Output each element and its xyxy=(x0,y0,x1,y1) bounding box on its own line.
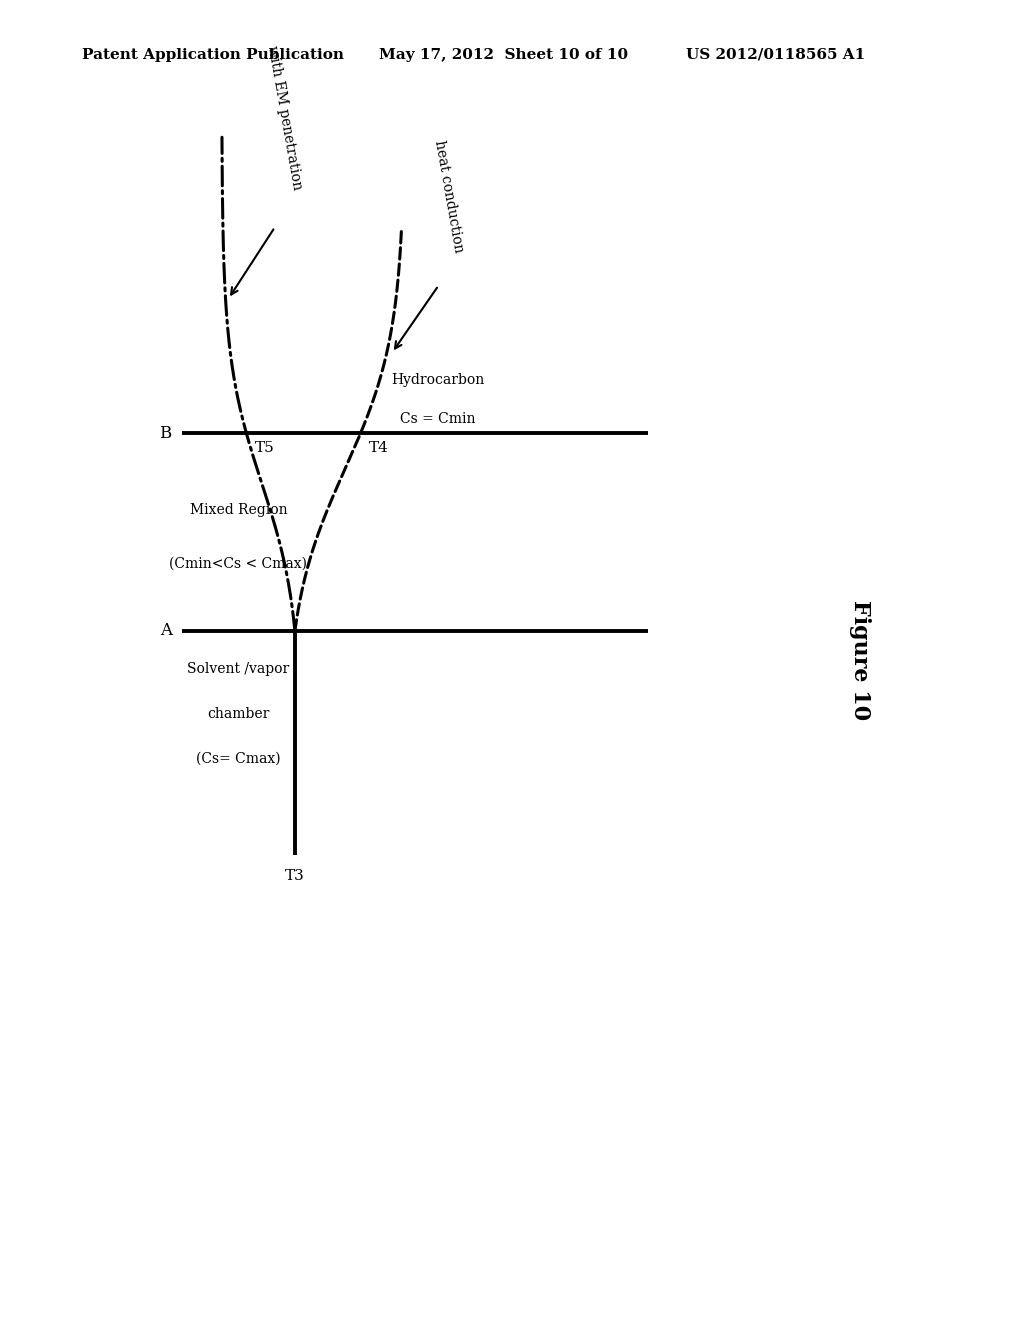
Text: T3: T3 xyxy=(285,869,305,883)
Text: with EM penetration: with EM penetration xyxy=(265,45,304,191)
Text: Cs = Cmin: Cs = Cmin xyxy=(400,412,476,426)
Text: May 17, 2012  Sheet 10 of 10: May 17, 2012 Sheet 10 of 10 xyxy=(379,48,628,62)
Text: US 2012/0118565 A1: US 2012/0118565 A1 xyxy=(686,48,865,62)
Text: heat conduction: heat conduction xyxy=(432,140,465,253)
Text: Patent Application Publication: Patent Application Publication xyxy=(82,48,344,62)
Text: B: B xyxy=(160,425,172,442)
Text: (Cs= Cmax): (Cs= Cmax) xyxy=(196,752,281,766)
Text: T4: T4 xyxy=(369,441,388,454)
Text: T5: T5 xyxy=(254,441,274,454)
Text: Mixed Region: Mixed Region xyxy=(189,503,287,517)
Text: Figure 10: Figure 10 xyxy=(849,599,871,721)
Text: (Cmin<Cs < Cmax): (Cmin<Cs < Cmax) xyxy=(169,557,307,570)
Text: Solvent /vapor: Solvent /vapor xyxy=(187,663,290,676)
Text: chamber: chamber xyxy=(207,708,269,721)
Text: Hydrocarbon: Hydrocarbon xyxy=(391,372,484,387)
Text: A: A xyxy=(160,623,172,639)
